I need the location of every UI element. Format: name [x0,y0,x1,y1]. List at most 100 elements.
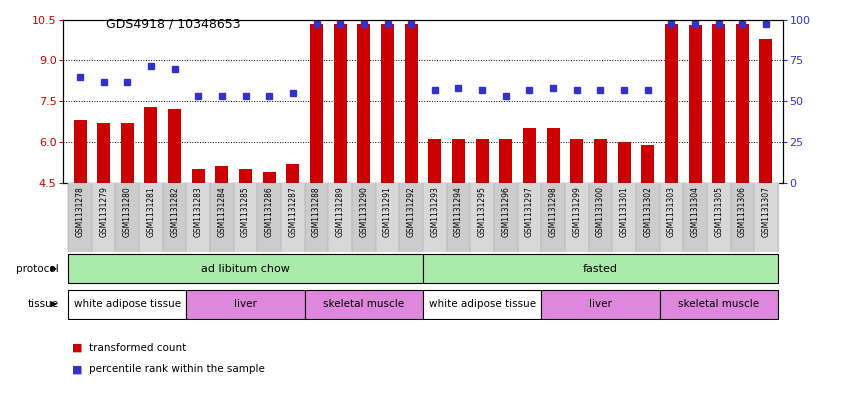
Bar [636,183,660,252]
Bar [139,183,162,252]
Bar [494,183,518,252]
Text: liver: liver [234,299,257,309]
Text: transformed count: transformed count [89,343,186,353]
Bar [570,139,583,183]
Bar [121,123,134,183]
Text: GSM1131295: GSM1131295 [478,186,486,237]
Text: fasted: fasted [583,264,618,274]
Bar [328,183,352,252]
Bar [660,183,684,252]
Bar [233,183,257,252]
Text: GSM1131305: GSM1131305 [714,186,723,237]
Text: GSM1131296: GSM1131296 [502,186,510,237]
Bar [239,169,252,183]
Bar [594,139,607,183]
Text: skeletal muscle: skeletal muscle [323,299,404,309]
Bar [263,172,276,183]
FancyBboxPatch shape [186,290,305,319]
Text: protocol: protocol [16,264,59,274]
Bar [736,24,749,183]
Bar [281,183,305,252]
Bar [381,24,394,183]
Bar [376,183,399,252]
Text: GSM1131297: GSM1131297 [525,186,534,237]
Text: GSM1131299: GSM1131299 [572,186,581,237]
Text: GSM1131289: GSM1131289 [336,186,344,237]
Bar [168,109,181,183]
Bar [589,183,613,252]
Bar [116,183,139,252]
Text: GSM1131284: GSM1131284 [217,186,227,237]
Bar [730,183,754,252]
Bar [641,145,654,183]
FancyBboxPatch shape [69,254,423,283]
Bar [565,183,589,252]
Bar [523,129,536,183]
Bar [192,169,205,183]
Bar [470,183,494,252]
Bar [684,183,707,252]
FancyBboxPatch shape [305,290,423,319]
FancyBboxPatch shape [660,290,777,319]
Bar [305,183,328,252]
Bar [475,139,489,183]
Text: GSM1131281: GSM1131281 [146,186,156,237]
Bar [499,139,513,183]
Bar [257,183,281,252]
Bar [399,183,423,252]
Bar [760,39,772,183]
Text: GSM1131303: GSM1131303 [667,186,676,237]
Text: GSM1131279: GSM1131279 [99,186,108,237]
Bar [186,183,210,252]
Bar [404,24,418,183]
Bar [162,183,186,252]
Bar [357,24,371,183]
Text: GSM1131282: GSM1131282 [170,186,179,237]
Bar [754,183,777,252]
Bar [547,129,559,183]
FancyBboxPatch shape [541,290,660,319]
Text: white adipose tissue: white adipose tissue [429,299,536,309]
Text: GSM1131287: GSM1131287 [288,186,298,237]
Text: ■: ■ [72,343,82,353]
Text: white adipose tissue: white adipose tissue [74,299,181,309]
Text: percentile rank within the sample: percentile rank within the sample [89,364,265,375]
Bar [310,24,323,183]
Bar [618,142,630,183]
Text: GSM1131298: GSM1131298 [548,186,558,237]
Text: GSM1131302: GSM1131302 [643,186,652,237]
Text: GSM1131285: GSM1131285 [241,186,250,237]
Bar [74,120,86,183]
Bar [287,164,299,183]
Bar [712,24,725,183]
Bar [707,183,730,252]
Text: tissue: tissue [28,299,59,309]
Text: ad libitum chow: ad libitum chow [201,264,290,274]
Text: GSM1131292: GSM1131292 [407,186,415,237]
Text: GSM1131294: GSM1131294 [454,186,463,237]
Text: GSM1131301: GSM1131301 [619,186,629,237]
Text: GSM1131293: GSM1131293 [431,186,439,237]
Text: GSM1131278: GSM1131278 [75,186,85,237]
Bar [541,183,565,252]
Text: GSM1131280: GSM1131280 [123,186,132,237]
FancyBboxPatch shape [423,290,541,319]
Bar [428,139,442,183]
FancyBboxPatch shape [69,290,186,319]
Bar [423,183,447,252]
Bar [333,24,347,183]
Text: GDS4918 / 10348653: GDS4918 / 10348653 [106,18,240,31]
Text: skeletal muscle: skeletal muscle [678,299,759,309]
Text: liver: liver [589,299,612,309]
Text: GSM1131286: GSM1131286 [265,186,274,237]
Text: GSM1131300: GSM1131300 [596,186,605,237]
Text: ■: ■ [72,364,82,375]
Text: GSM1131306: GSM1131306 [738,186,747,237]
Bar [145,107,157,183]
Bar [210,183,233,252]
Bar [447,183,470,252]
Bar [613,183,636,252]
Bar [352,183,376,252]
Bar [665,24,678,183]
Bar [452,139,465,183]
